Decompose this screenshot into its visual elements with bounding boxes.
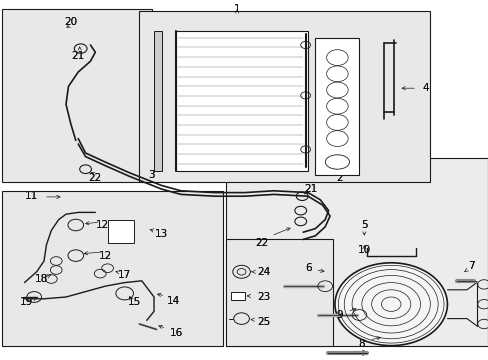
Text: 1: 1 <box>233 4 240 14</box>
Text: 13: 13 <box>154 229 168 239</box>
Text: 6: 6 <box>304 263 311 273</box>
Bar <box>315 38 359 175</box>
Text: 3: 3 <box>148 170 155 180</box>
Text: 8: 8 <box>358 339 365 349</box>
Text: 12: 12 <box>96 220 109 230</box>
Text: 9: 9 <box>336 310 343 320</box>
Text: 21: 21 <box>71 51 85 61</box>
Text: 4: 4 <box>421 83 428 93</box>
Text: 22: 22 <box>88 173 102 183</box>
Bar <box>231 292 244 300</box>
Text: 17: 17 <box>118 270 131 280</box>
Bar <box>107 220 134 243</box>
Text: 2: 2 <box>336 173 343 183</box>
Text: 16: 16 <box>169 328 183 338</box>
Text: 3: 3 <box>148 170 155 180</box>
Text: 25: 25 <box>257 317 270 327</box>
Text: 19: 19 <box>20 297 34 307</box>
Text: 21: 21 <box>303 184 317 194</box>
Bar <box>2 9 151 182</box>
Text: 24: 24 <box>257 267 270 277</box>
Text: 12: 12 <box>98 251 112 261</box>
Text: 21: 21 <box>71 51 85 61</box>
Text: 10: 10 <box>357 245 370 255</box>
Text: 20: 20 <box>64 17 77 27</box>
Text: 23: 23 <box>257 292 270 302</box>
Text: 7: 7 <box>468 261 474 271</box>
Text: 21: 21 <box>303 184 317 194</box>
Text: 23: 23 <box>257 292 270 302</box>
Text: 19: 19 <box>20 297 34 307</box>
Text: 12: 12 <box>98 251 112 261</box>
Text: 14: 14 <box>166 296 180 306</box>
Text: 20: 20 <box>64 17 77 27</box>
Bar <box>2 191 223 346</box>
Text: 15: 15 <box>127 297 141 307</box>
Bar <box>154 31 162 171</box>
Text: 22: 22 <box>254 238 268 248</box>
Text: 18: 18 <box>35 274 48 284</box>
Text: 9: 9 <box>336 310 343 320</box>
Text: 16: 16 <box>169 328 183 338</box>
Text: 1: 1 <box>233 4 240 14</box>
Text: 11: 11 <box>25 191 39 201</box>
Text: 15: 15 <box>127 297 141 307</box>
Text: 12: 12 <box>96 220 109 230</box>
Bar <box>225 239 333 346</box>
Bar <box>225 158 487 346</box>
Text: 14: 14 <box>166 296 180 306</box>
Text: 25: 25 <box>257 317 270 327</box>
Text: 8: 8 <box>358 339 365 349</box>
Bar <box>139 11 429 182</box>
Text: 17: 17 <box>118 270 131 280</box>
Text: 7: 7 <box>468 261 474 271</box>
Text: 18: 18 <box>35 274 48 284</box>
Text: 11: 11 <box>25 191 39 201</box>
Text: 24: 24 <box>257 267 270 277</box>
Text: 6: 6 <box>304 263 311 273</box>
Bar <box>176 31 307 171</box>
Text: 22: 22 <box>254 238 268 248</box>
Text: 4: 4 <box>421 83 428 93</box>
Text: 5: 5 <box>360 220 367 230</box>
Text: 22: 22 <box>88 173 102 183</box>
Text: 2: 2 <box>336 173 343 183</box>
Text: 13: 13 <box>154 229 168 239</box>
Text: 5: 5 <box>360 220 367 230</box>
Circle shape <box>334 263 447 346</box>
Text: 10: 10 <box>357 245 370 255</box>
